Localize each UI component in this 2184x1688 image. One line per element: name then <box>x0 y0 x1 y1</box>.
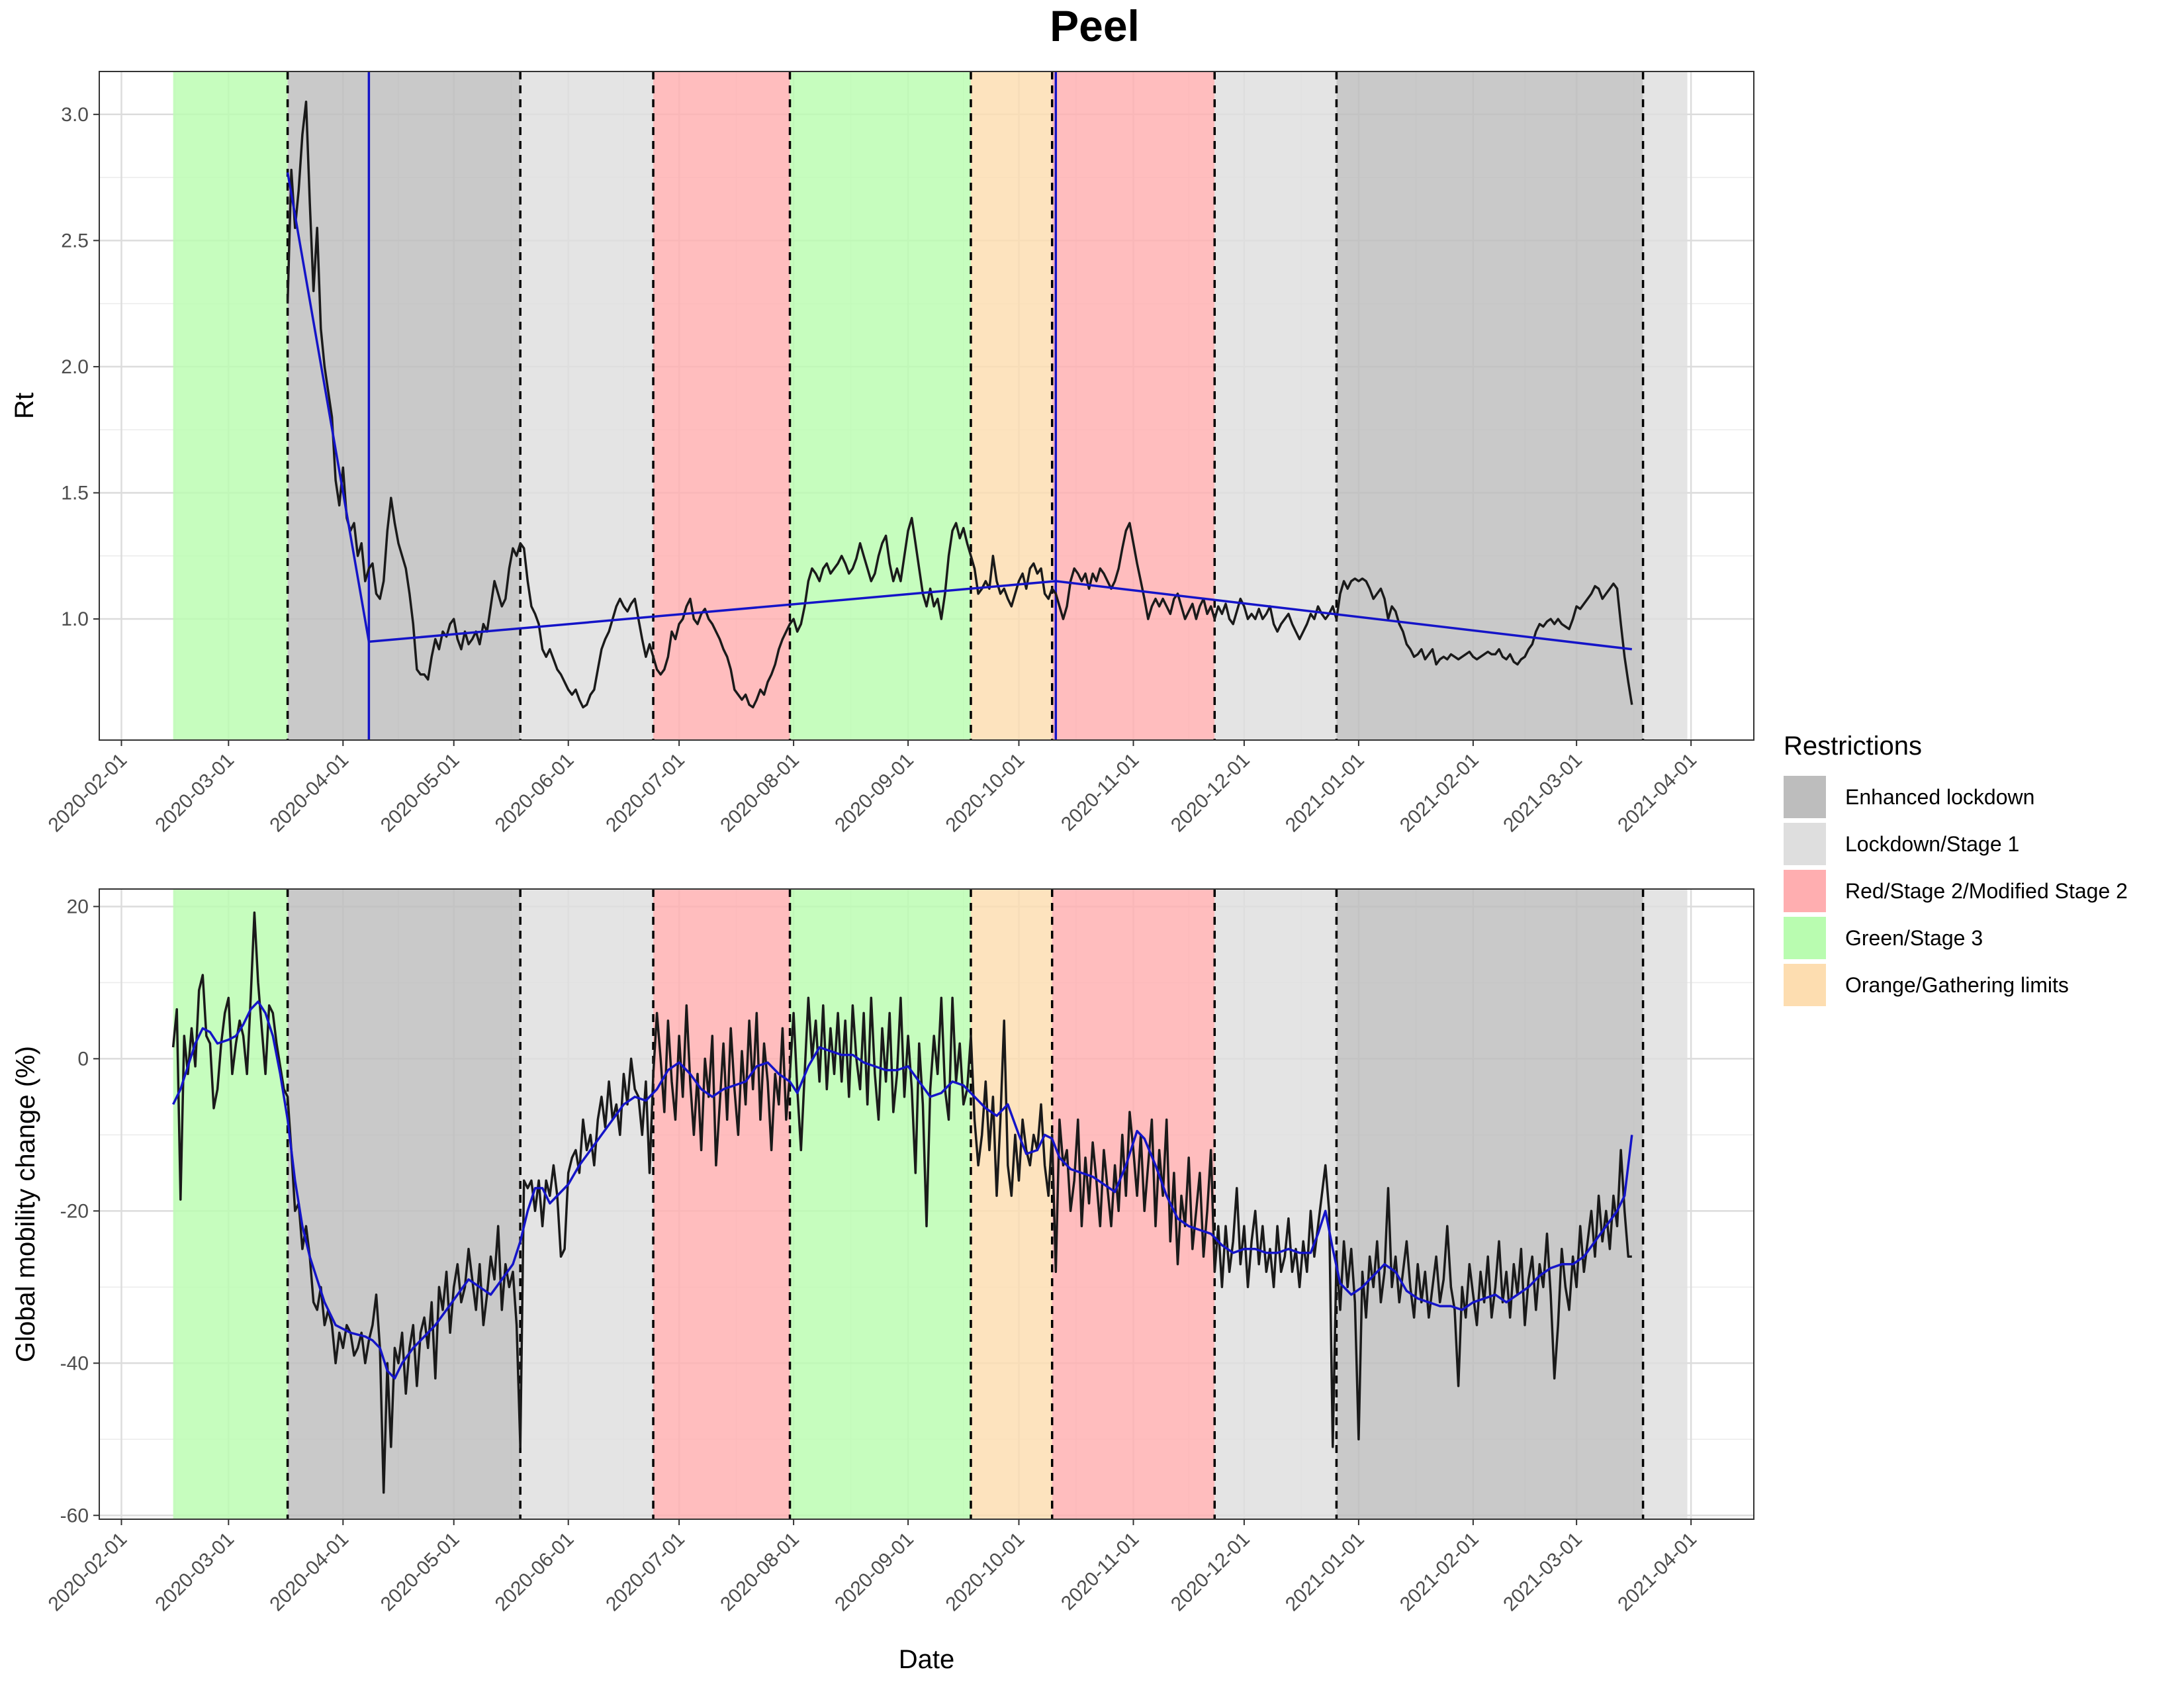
y-tick-label: 20 <box>67 896 89 917</box>
legend-label: Orange/Gathering limits <box>1845 973 2069 997</box>
x-tick-label: 2020-07-01 <box>602 749 689 837</box>
x-tick-label: 2021-03-01 <box>1499 749 1586 837</box>
panel-rt-border <box>99 71 1754 741</box>
y-tick-label: 0 <box>77 1048 89 1070</box>
restriction-band <box>1052 71 1215 740</box>
restriction-band <box>970 889 1052 1519</box>
restriction-band <box>287 889 521 1519</box>
x-tick-label: 2020-05-01 <box>377 1528 464 1616</box>
restriction-band <box>287 71 521 740</box>
x-tick-label: 2020-03-01 <box>151 1528 238 1616</box>
x-tick-label: 2020-12-01 <box>1167 749 1254 837</box>
x-tick-label: 2020-06-01 <box>491 1528 578 1616</box>
y-axis-title-mobility: Global mobility change (%) <box>11 1046 40 1362</box>
x-tick-label: 2020-03-01 <box>151 749 238 837</box>
y-tick-label: 1.5 <box>61 482 89 504</box>
x-tick-label: 2020-11-01 <box>1057 749 1143 835</box>
x-tick-label: 2020-02-01 <box>44 749 132 837</box>
x-tick-label: 2021-04-01 <box>1614 749 1701 837</box>
x-tick-label: 2020-10-01 <box>942 749 1029 837</box>
x-tick-label: 2020-07-01 <box>602 1528 689 1616</box>
panel-mobility-bands <box>173 889 1688 1519</box>
series-line-observed <box>286 100 1633 709</box>
x-tick-label: 2021-03-01 <box>1499 1528 1586 1616</box>
x-tick-label: 2021-02-01 <box>1396 1528 1483 1616</box>
y-tick-label: 2.5 <box>61 230 89 252</box>
restriction-band <box>520 71 654 740</box>
x-tick-label: 2020-08-01 <box>716 749 803 837</box>
x-tick-label: 2020-11-01 <box>1057 1528 1143 1615</box>
x-tick-label: 2021-02-01 <box>1396 749 1483 837</box>
panel-mobility-vlines <box>286 889 1645 1519</box>
y-tick-label: -20 <box>60 1200 89 1222</box>
restriction-band <box>653 71 790 740</box>
restriction-band <box>1336 71 1643 740</box>
legend-swatch <box>1784 870 1826 912</box>
y-axis-title-rt: Rt <box>10 393 39 419</box>
x-tick-label: 2020-05-01 <box>377 749 464 837</box>
legend-swatch <box>1784 917 1826 959</box>
restriction-band <box>173 889 288 1519</box>
y-tick-label: 3.0 <box>61 104 89 126</box>
restriction-band <box>653 889 790 1519</box>
legend-label: Green/Stage 3 <box>1845 926 1983 950</box>
panel-rt-vlines <box>286 71 1645 740</box>
panel-mobility-series <box>171 911 1633 1494</box>
x-tick-label: 2021-01-01 <box>1281 1528 1369 1616</box>
y-tick-label: 2.0 <box>61 356 89 378</box>
restriction-band <box>1643 889 1688 1519</box>
legend-swatch <box>1784 964 1826 1006</box>
panel-mobility-border <box>99 888 1754 1520</box>
restriction-band <box>790 71 971 740</box>
x-tick-label: 2020-09-01 <box>831 1528 918 1616</box>
panel-rt: 1.0 1.5 2.0 2.5 3.0 2020-02-01 2020-03-01 2020-… <box>10 71 1754 836</box>
restriction-band <box>1214 889 1337 1519</box>
x-tick-label: 2020-09-01 <box>831 749 918 837</box>
legend-label: Lockdown/Stage 1 <box>1845 832 2019 856</box>
panel-mobility: -60 -40 -20 0 20 2020-02-01 2020-03-01 2020-04-… <box>11 888 1754 1674</box>
x-tick-label: 2020-08-01 <box>716 1528 803 1616</box>
x-tick-label: 2020-04-01 <box>265 1528 353 1616</box>
restriction-band <box>1052 889 1215 1519</box>
restriction-band <box>520 889 654 1519</box>
legend-swatch <box>1784 776 1826 818</box>
x-tick-label: 2020-12-01 <box>1167 1528 1254 1616</box>
x-tick-label: 2021-04-01 <box>1614 1528 1701 1616</box>
series-line-observed <box>171 911 1632 1494</box>
restriction-band <box>790 889 971 1519</box>
panel-rt-series <box>286 100 1633 709</box>
series-line-trend <box>286 172 1633 651</box>
legend-label: Red/Stage 2/Modified Stage 2 <box>1845 879 2128 903</box>
restriction-band <box>173 71 288 740</box>
x-tick-label: 2020-10-01 <box>942 1528 1029 1616</box>
x-tick-label: 2020-04-01 <box>265 749 353 837</box>
series-line-trend <box>172 1000 1633 1380</box>
x-tick-label: 2020-06-01 <box>491 749 578 837</box>
restriction-band <box>1214 71 1337 740</box>
x-tick-label: 2020-02-01 <box>44 1528 132 1616</box>
chart-title: Peel <box>1050 1 1140 50</box>
legend-items: Enhanced lockdown Lockdown/Stage 1 Red/Sta… <box>1784 776 2128 1006</box>
y-tick-label: -40 <box>60 1352 89 1374</box>
restriction-band <box>970 71 1052 740</box>
y-tick-label: -60 <box>60 1505 89 1526</box>
x-axis-title: Date <box>899 1645 955 1674</box>
y-tick-label: 1.0 <box>61 608 89 630</box>
legend-swatch <box>1784 823 1826 865</box>
restriction-band <box>1643 71 1688 740</box>
x-tick-label: 2021-01-01 <box>1281 749 1369 837</box>
legend: Restrictions Enhanced lockdown Lockdown/S… <box>1784 731 2128 1006</box>
legend-title: Restrictions <box>1784 731 1922 761</box>
legend-label: Enhanced lockdown <box>1845 785 2034 809</box>
